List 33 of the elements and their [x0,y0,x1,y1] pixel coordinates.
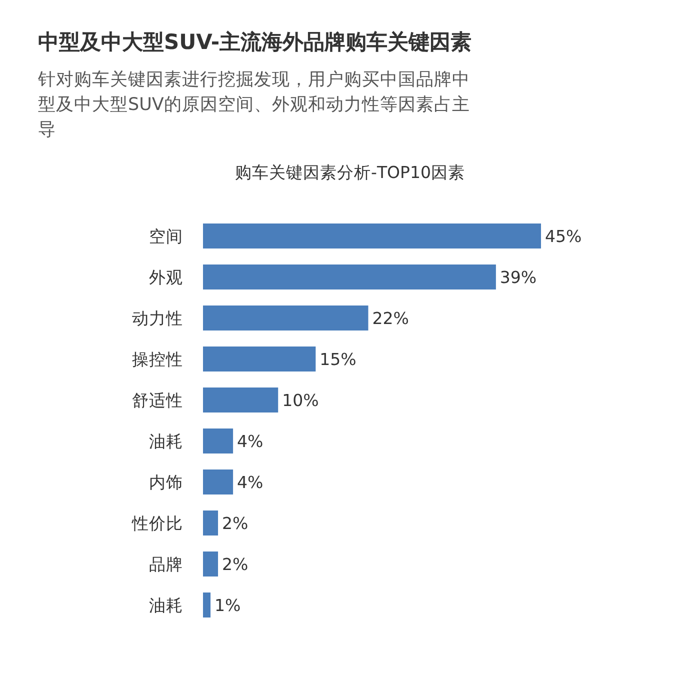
data-label: 1% [214,596,241,615]
data-label: 10% [282,391,319,410]
y-tick-label: 内饰 [149,473,183,492]
data-label: 22% [372,309,409,328]
y-tick-label: 外观 [149,268,183,287]
chart-subtitle: 针对购车关键因素进行挖掘发现，用户购买中国品牌中型及中大型SUV的原因空间、外观和动力性等因素占主导 [38,69,471,142]
y-tick-label: 品牌 [149,555,183,574]
data-label: 39% [500,268,537,287]
y-tick-label: 油耗 [149,432,183,451]
y-tick-label: 油耗 [149,596,183,615]
bar [203,592,211,618]
text: 购车关键因素分析-TOP10因素 [235,163,465,182]
y-tick-label: 舒适性 [132,391,183,410]
bar [203,264,496,290]
y-tick-label: 空间 [149,227,183,246]
bar [203,428,234,454]
bar [203,510,218,536]
data-label: 2% [222,555,248,574]
y-tick-label: 性价比 [131,514,183,533]
data-label: 4% [237,432,264,451]
y-tick-label: 动力性 [132,309,183,328]
bar [203,346,316,372]
bar [203,224,541,248]
bar [203,388,278,412]
data-label: 15% [320,350,356,369]
bar [203,552,218,576]
y-tick-label: 操控性 [132,350,183,369]
bar [203,306,368,330]
data-label: 4% [237,473,264,492]
data-label: 45% [545,227,582,246]
chart-title: 中型及中大型SUV-主流海外品牌购车关键因素 [38,29,472,56]
bar [203,470,234,494]
data-label: 2% [222,514,248,533]
